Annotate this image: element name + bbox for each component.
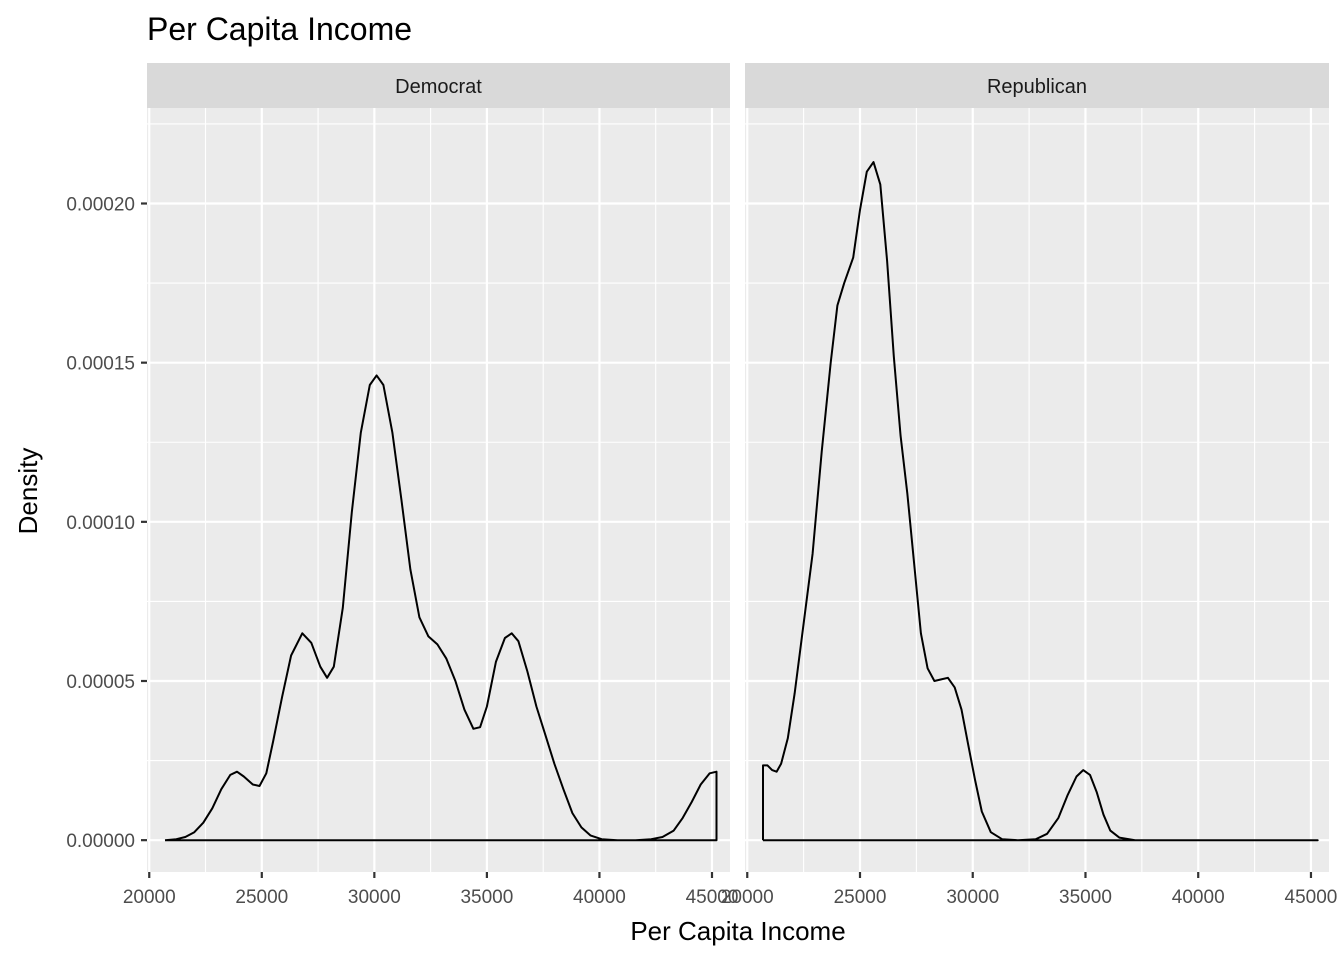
y-tick-label: 0.00000 [66,831,135,852]
facet-strip-republican [745,63,1329,108]
panel-background [147,108,730,872]
x-tick-label: 35000 [1059,887,1112,908]
chart-title: Per Capita Income [147,11,412,47]
facet-panels: Democrat Republican [147,63,1329,872]
density-curve-democrat [164,374,718,842]
panel-background [745,108,1329,872]
x-tick-label: 30000 [946,887,999,908]
y-axis-title: Density [13,448,43,535]
facet-panel-republican: Republican [745,63,1329,872]
y-tick-label: 0.00005 [66,672,135,693]
facet-strip-label: Democrat [395,76,482,98]
y-tick-label: 0.00010 [66,513,135,534]
x-tick-label: 20000 [721,887,774,908]
x-tick-label: 45000 [686,887,739,908]
x-tick-label: 40000 [1172,887,1225,908]
x-axis-title: Per Capita Income [630,916,845,946]
facet-strip-democrat [147,63,730,108]
x-tick-label: 35000 [460,887,513,908]
x-tick-label: 25000 [235,887,288,908]
facet-strip-label: Republican [987,76,1087,98]
x-tick-label: 25000 [834,887,887,908]
y-tick-label: 0.00020 [66,195,135,216]
y-tick-label: 0.00015 [66,354,135,375]
x-tick-label: 45000 [1285,887,1338,908]
y-axis: 0.00000 0.00005 0.00010 0.00015 0.00020 [66,195,147,852]
x-tick-label: 30000 [348,887,401,908]
x-axis-republican: 20000 25000 30000 35000 40000 45000 [721,872,1338,908]
x-tick-label: 20000 [123,887,176,908]
facet-panel-democrat: Democrat [147,63,730,872]
x-tick-label: 40000 [573,887,626,908]
x-axis-democrat: 20000 25000 30000 35000 40000 45000 [123,872,739,908]
density-curve-republican [762,161,1319,842]
